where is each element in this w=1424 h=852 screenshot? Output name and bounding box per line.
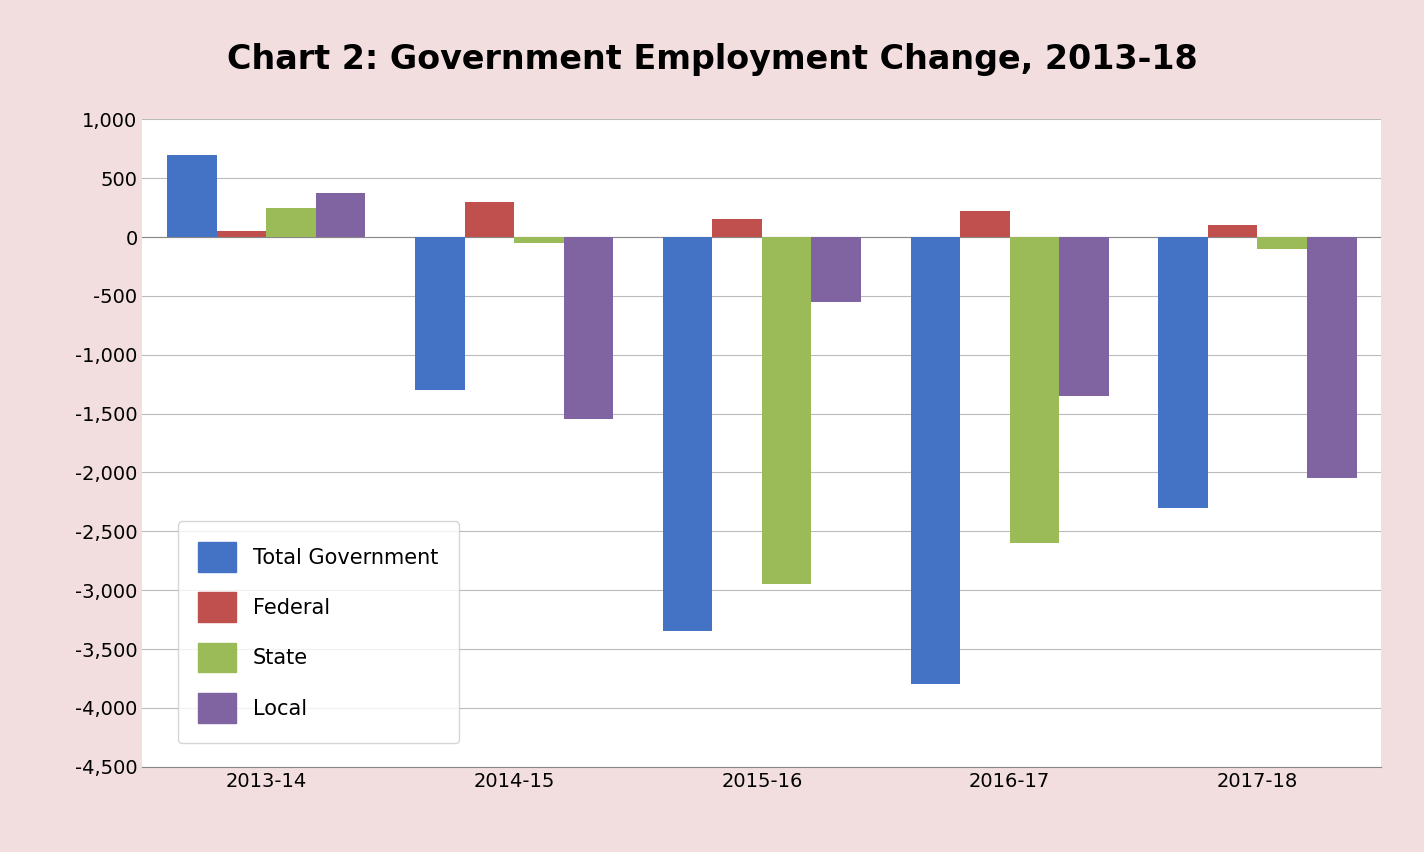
Bar: [216, 231, 266, 237]
Bar: [812, 237, 862, 302]
Bar: [662, 237, 712, 631]
Bar: [1208, 225, 1257, 237]
Bar: [514, 237, 564, 243]
Bar: [1307, 237, 1357, 478]
Text: Chart 2: Government Employment Change, 2013-18: Chart 2: Government Employment Change, 2…: [226, 43, 1198, 76]
Bar: [316, 193, 366, 237]
Bar: [167, 154, 216, 237]
Bar: [414, 237, 464, 390]
Bar: [762, 237, 812, 584]
Bar: [266, 208, 316, 237]
Legend: Total Government, Federal, State, Local: Total Government, Federal, State, Local: [178, 521, 459, 744]
Bar: [712, 219, 762, 237]
Bar: [960, 210, 1010, 237]
Bar: [1257, 237, 1307, 249]
Bar: [1158, 237, 1208, 508]
Bar: [910, 237, 960, 684]
Bar: [464, 202, 514, 237]
Bar: [564, 237, 614, 419]
Bar: [1059, 237, 1109, 396]
Bar: [1010, 237, 1059, 543]
